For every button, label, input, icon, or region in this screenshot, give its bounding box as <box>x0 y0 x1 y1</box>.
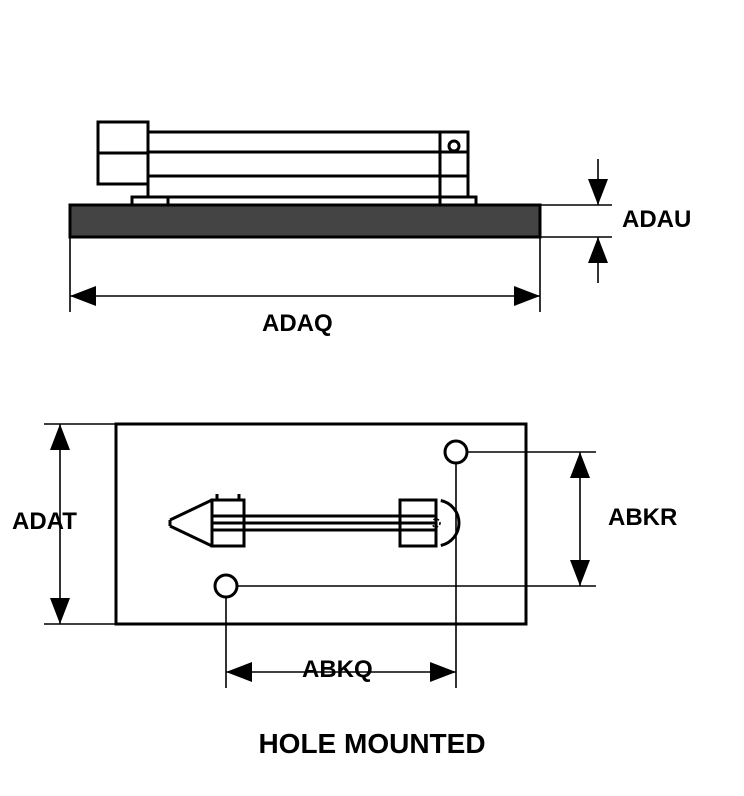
label-abkr: ABKR <box>608 504 677 532</box>
label-adaq: ADAQ <box>262 310 333 338</box>
label-adat: ADAT <box>12 508 77 536</box>
label-adau: ADAU <box>622 206 691 234</box>
diagram-caption: HOLE MOUNTED <box>0 728 744 760</box>
label-abkq: ABKQ <box>302 656 373 684</box>
